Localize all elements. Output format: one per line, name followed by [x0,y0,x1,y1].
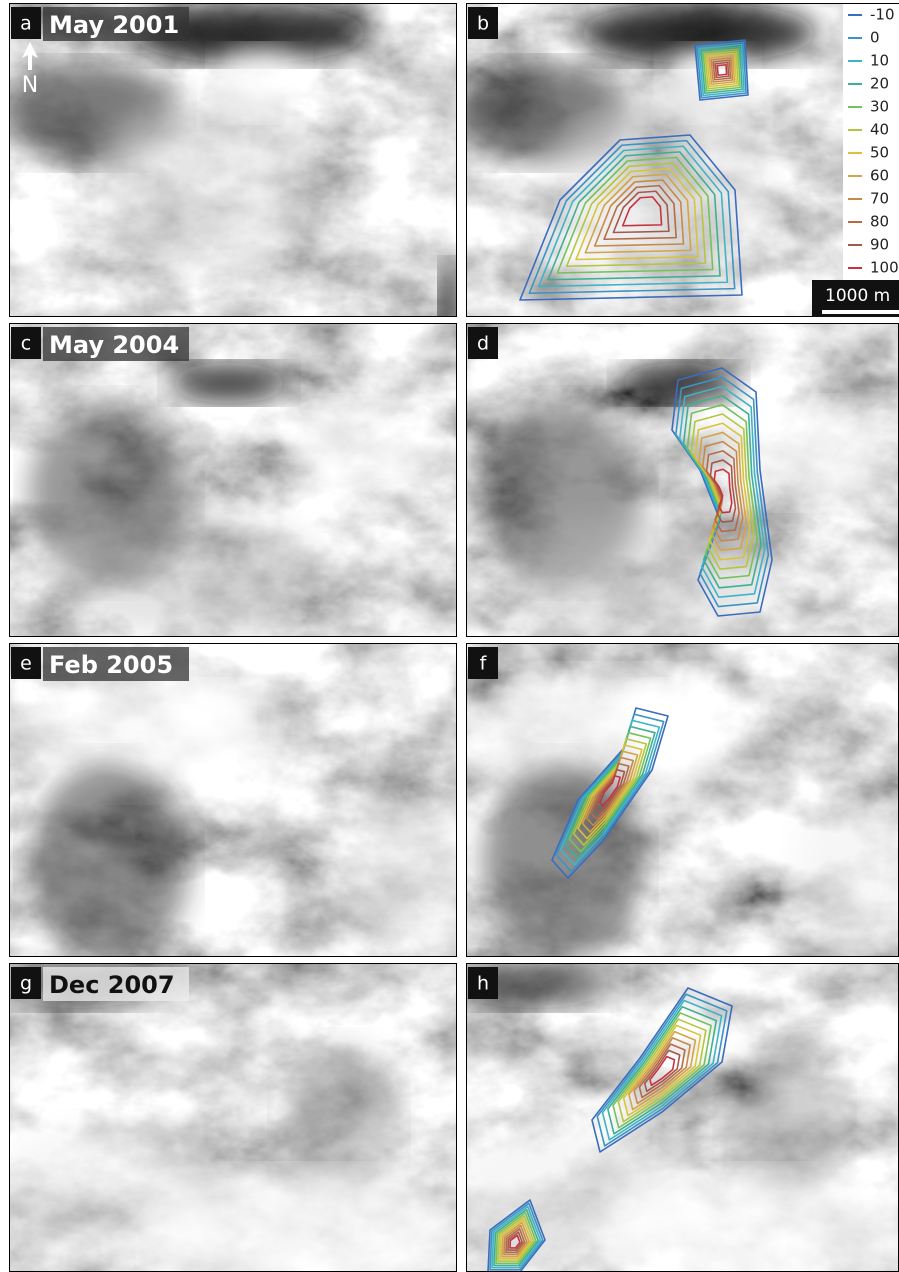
panel-title: Dec 2007 [49,971,175,999]
legend-label: 60 [870,167,889,185]
panel-letter: c [21,333,31,355]
legend-label: 50 [870,144,889,162]
panel-letter: d [477,333,489,355]
panels: a May 2001 b c May 2004 d e Feb 2005 f g Dec 2007 h [0,3,899,1272]
legend-label: 20 [870,75,889,93]
scale-bar [822,310,899,314]
satellite-image [443,958,899,1272]
legend-label: 30 [870,98,889,116]
panel-letter: h [477,973,489,995]
satellite-image [466,323,899,637]
panel-title: May 2001 [49,11,179,39]
panel: h [443,958,899,1272]
legend-label: 80 [870,213,889,231]
legend-label: 40 [870,121,889,139]
legend-label: 70 [870,190,889,208]
north-label: N [22,73,38,98]
satellite-image [9,643,469,963]
panel-letter: a [20,13,32,35]
legend-label: 90 [870,236,889,254]
panel-letter: b [477,13,489,35]
panel-title: Feb 2005 [49,651,173,679]
panel-title: May 2004 [49,331,179,359]
legend-label: 10 [870,52,889,70]
figure: a May 2001 b c May 2004 d e Feb 2005 f g Dec 2007 h… [0,0,899,1272]
satellite-image [461,643,899,963]
panel: a May 2001 [0,3,459,343]
panel: f [461,643,899,963]
satellite-image [0,958,469,1272]
panel-letter: e [20,653,32,675]
panel: e Feb 2005 [9,643,469,963]
panel: d [466,323,899,637]
panel-letter: g [20,973,32,995]
satellite-image [0,3,459,343]
legend-label: -10 [870,6,895,24]
scale-label: 1000 m [825,286,890,306]
legend-label: 100 [870,259,899,277]
panel: g Dec 2007 [0,958,469,1272]
panel: c May 2004 [9,323,457,637]
satellite-image [9,323,457,637]
legend-label: 0 [870,29,880,47]
